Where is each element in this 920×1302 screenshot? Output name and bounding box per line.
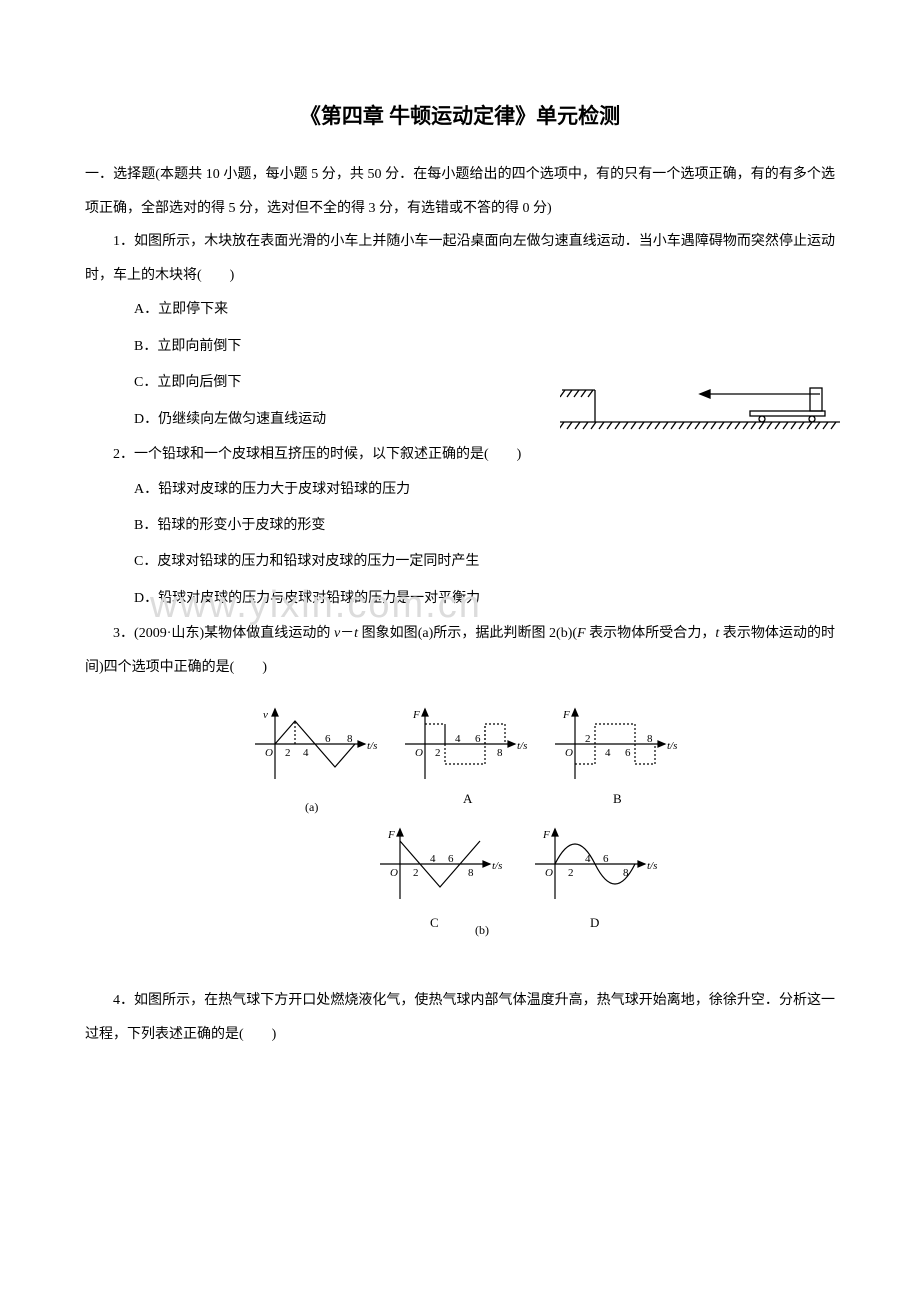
svg-text:8: 8 — [497, 747, 503, 759]
q1-option-a: A．立即停下来 — [85, 292, 835, 328]
svg-text:8: 8 — [623, 867, 629, 879]
q2-stem: 2．一个铅球和一个皮球相互挤压的时候，以下叙述正确的是( ) — [85, 438, 835, 472]
svg-text:8: 8 — [347, 733, 353, 745]
svg-text:2: 2 — [568, 867, 574, 879]
q4-stem: 4．如图所示，在热气球下方开口处燃烧液化气，使热气球内部气体温度升高，热气球开始… — [85, 984, 835, 1051]
svg-text:6: 6 — [448, 853, 454, 865]
svg-text:4: 4 — [585, 853, 591, 865]
svg-text:4: 4 — [455, 733, 461, 745]
svg-text:4: 4 — [430, 853, 436, 865]
svg-text:O: O — [415, 747, 423, 759]
figure-cart — [560, 382, 840, 440]
svg-text:A: A — [463, 791, 473, 806]
svg-text:6: 6 — [475, 733, 481, 745]
q3-stem: 3．(2009·山东)某物体做直线运动的 v－t 图象如图(a)所示，据此判断图… — [85, 617, 835, 684]
svg-text:F: F — [542, 829, 550, 841]
svg-text:2: 2 — [413, 867, 419, 879]
svg-text:O: O — [565, 747, 573, 759]
svg-text:t/s: t/s — [667, 740, 677, 752]
svg-text:t/s: t/s — [492, 860, 502, 872]
svg-text:B: B — [613, 791, 622, 806]
svg-text:O: O — [545, 867, 553, 879]
q1-option-b: B．立即向前倒下 — [85, 329, 835, 365]
svg-text:O: O — [265, 747, 273, 759]
svg-text:t/s: t/s — [647, 860, 657, 872]
svg-text:F: F — [387, 829, 395, 841]
svg-text:4: 4 — [303, 747, 309, 759]
svg-text:8: 8 — [647, 733, 653, 745]
q2-option-b: B．铅球的形变小于皮球的形变 — [85, 508, 835, 544]
q2-option-c: C．皮球对铅球的压力和铅球对皮球的压力一定同时产生 — [85, 544, 835, 580]
svg-text:6: 6 — [325, 733, 331, 745]
svg-text:v: v — [263, 709, 268, 721]
svg-text:2: 2 — [435, 747, 441, 759]
svg-text:C: C — [430, 915, 439, 930]
svg-text:F: F — [412, 709, 420, 721]
q2-option-d: D．铅球对皮球的压力与皮球对铅球的压力是一对平衡力 — [85, 581, 835, 617]
svg-text:2: 2 — [585, 733, 591, 745]
svg-text:(a): (a) — [305, 800, 318, 814]
svg-text:6: 6 — [603, 853, 609, 865]
svg-text:t/s: t/s — [517, 740, 527, 752]
svg-text:t/s: t/s — [367, 740, 377, 752]
svg-text:(b): (b) — [475, 923, 489, 937]
svg-text:D: D — [590, 915, 599, 930]
svg-text:F: F — [562, 709, 570, 721]
svg-text:4: 4 — [605, 747, 611, 759]
svg-text:8: 8 — [468, 867, 474, 879]
q2-option-a: A．铅球对皮球的压力大于皮球对铅球的压力 — [85, 472, 835, 508]
svg-text:O: O — [390, 867, 398, 879]
section-intro: 一．选择题(本题共 10 小题，每小题 5 分，共 50 分．在每小题给出的四个… — [85, 158, 835, 225]
figure-graphs: v O t/s 2 4 6 8 (a) F O t/s 2 4 — [225, 699, 695, 964]
svg-text:6: 6 — [625, 747, 631, 759]
q1-stem: 1．如图所示，木块放在表面光滑的小车上并随小车一起沿桌面向左做匀速直线运动．当小… — [85, 225, 835, 292]
svg-text:2: 2 — [285, 747, 291, 759]
document-title: 《第四章 牛顿运动定律》单元检测 — [85, 100, 835, 130]
